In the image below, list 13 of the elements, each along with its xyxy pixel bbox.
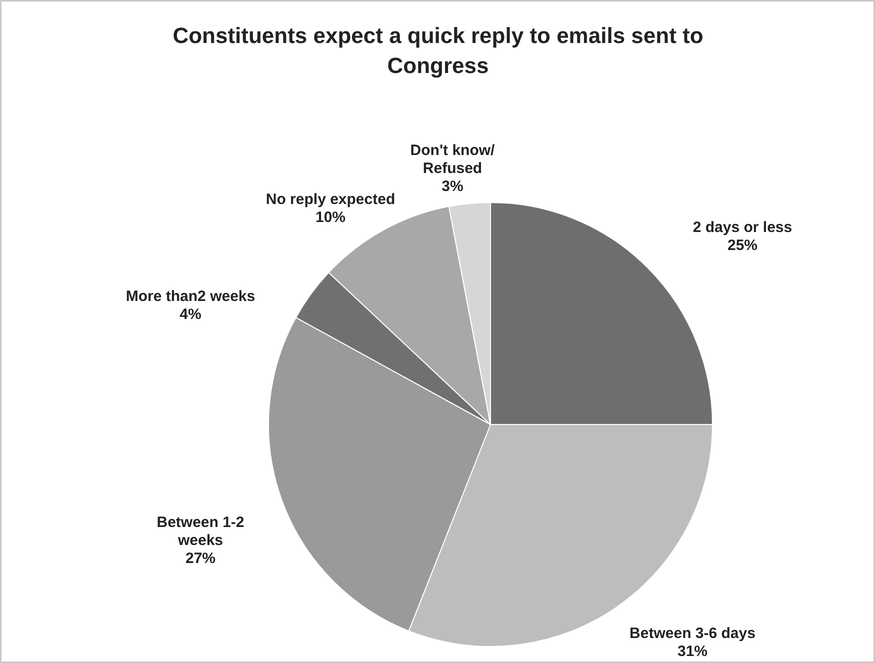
slice-label: Don't know/ Refused — [410, 142, 496, 177]
data-label: 27% — [185, 550, 216, 567]
data-label: 25% — [727, 237, 758, 254]
slice-label: Between 1-2 weeks — [156, 514, 244, 549]
slice-label: Between 3-6 days — [630, 625, 756, 642]
slice-label: More than2 weeks — [126, 288, 256, 305]
data-label: 31% — [677, 643, 708, 660]
data-label: 10% — [315, 209, 346, 226]
slice-label: No reply expected — [266, 191, 396, 208]
chart-title: Constituents expect a quick reply to emails sent to Congress — [172, 23, 704, 78]
data-label: 4% — [180, 306, 202, 323]
slice-label: 2 days or less — [692, 219, 792, 236]
data-label: 3% — [442, 178, 464, 195]
